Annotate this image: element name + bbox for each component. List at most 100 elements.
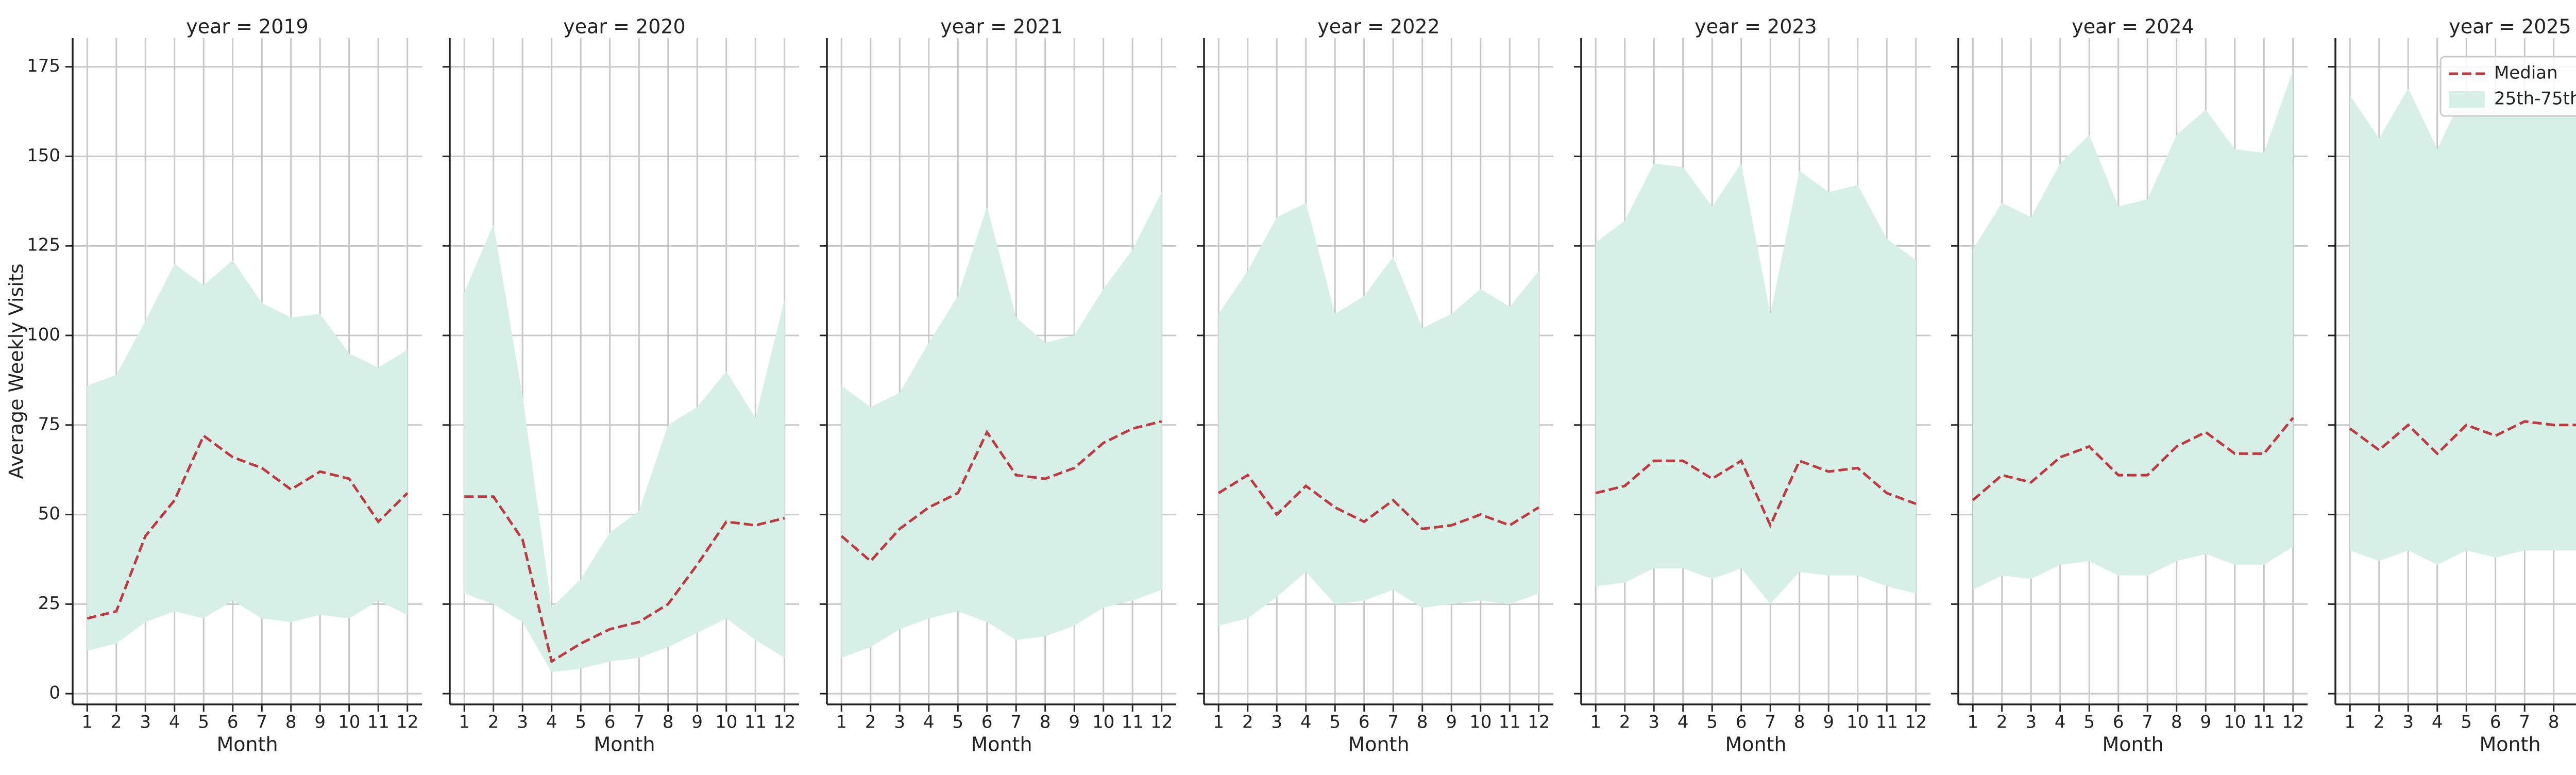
x-tick-label: 1 [459, 712, 470, 733]
x-tick-label: 7 [2142, 712, 2153, 733]
x-tick-label: 2 [111, 712, 122, 733]
x-tick-label: 6 [1359, 712, 1370, 733]
x-tick-label: 1 [1590, 712, 1601, 733]
x-tick-label: 2 [2374, 712, 2385, 733]
median-line [840, 420, 1162, 563]
x-axis-label: Month [1348, 733, 1409, 756]
x-tick-label: 8 [2548, 712, 2560, 733]
x-tick-label: 7 [1010, 712, 1022, 733]
x-tick-label: 12 [396, 712, 418, 733]
x-tick-label: 7 [256, 712, 267, 733]
percentile-band [1973, 70, 2293, 590]
x-axis-label: Month [971, 733, 1032, 756]
x-axis-label: Month [594, 733, 655, 756]
percentile-band [841, 192, 1162, 658]
x-tick-label: 1 [1213, 712, 1224, 733]
x-axis-label: Month [2102, 733, 2163, 756]
x-tick-label: 2 [1242, 712, 1253, 733]
x-tick-label: 1 [2344, 712, 2355, 733]
x-tick-label: 3 [2025, 712, 2037, 733]
x-tick-label: 2 [1996, 712, 2008, 733]
x-tick-label: 10 [1469, 712, 1492, 733]
x-tick-label: 1 [81, 712, 93, 733]
x-tick-label: 2 [1619, 712, 1631, 733]
x-tick-label: 11 [367, 712, 389, 733]
panel-title: year = 2019 [186, 15, 308, 38]
y-tick-label: 125 [27, 235, 60, 256]
median-line [1595, 459, 1917, 529]
x-tick-label: 10 [1846, 712, 1869, 733]
x-tick-label: 5 [2083, 712, 2095, 733]
x-axis-label: Month [216, 733, 278, 756]
x-axis-label: Month [2479, 733, 2540, 756]
x-tick-label: 11 [1876, 712, 1898, 733]
panel-title: year = 2021 [940, 15, 1062, 38]
x-tick-label: 3 [894, 712, 905, 733]
x-tick-label: 8 [2171, 712, 2182, 733]
x-tick-label: 7 [2519, 712, 2530, 733]
x-tick-label: 3 [517, 712, 528, 733]
x-tick-label: 9 [691, 712, 703, 733]
x-tick-label: 6 [1736, 712, 1747, 733]
x-tick-label: 9 [1069, 712, 1080, 733]
y-tick-label: 175 [27, 56, 60, 76]
legend-label: Median [2494, 63, 2558, 83]
y-tick-label: 100 [27, 324, 60, 345]
panel-title: year = 2025 [2449, 15, 2571, 38]
x-tick-label: 5 [1706, 712, 1718, 733]
y-tick-label: 50 [38, 503, 60, 524]
median-line [87, 433, 409, 620]
x-tick-label: 5 [2461, 712, 2472, 733]
x-tick-label: 6 [2113, 712, 2124, 733]
x-tick-label: 4 [1677, 712, 1689, 733]
y-tick-label: 75 [38, 414, 60, 434]
x-tick-label: 6 [604, 712, 616, 733]
x-tick-label: 10 [2224, 712, 2246, 733]
x-tick-label: 12 [773, 712, 795, 733]
x-tick-label: 12 [1150, 712, 1173, 733]
legend-label: 25th-75th Percentile [2494, 89, 2576, 109]
percentile-band [87, 260, 408, 651]
x-tick-label: 5 [575, 712, 586, 733]
y-tick-label: 150 [27, 145, 60, 166]
x-tick-label: 10 [1092, 712, 1114, 733]
y-tick-label: 0 [49, 683, 60, 703]
x-tick-label: 3 [1271, 712, 1282, 733]
x-tick-label: 8 [1417, 712, 1428, 733]
x-tick-label: 4 [2055, 712, 2066, 733]
x-tick-label: 8 [1794, 712, 1805, 733]
median-line [2349, 420, 2576, 456]
x-tick-label: 6 [2490, 712, 2501, 733]
x-tick-label: 5 [198, 712, 209, 733]
x-tick-label: 3 [2402, 712, 2414, 733]
x-tick-label: 6 [981, 712, 993, 733]
x-tick-label: 4 [1300, 712, 1312, 733]
x-tick-label: 11 [744, 712, 767, 733]
x-tick-label: 5 [1329, 712, 1341, 733]
x-tick-label: 7 [1765, 712, 1776, 733]
x-tick-label: 4 [923, 712, 935, 733]
x-tick-label: 8 [663, 712, 674, 733]
panel-title: year = 2023 [1694, 15, 1817, 38]
x-tick-label: 12 [1905, 712, 1927, 733]
x-tick-label: 12 [1528, 712, 1550, 733]
x-tick-label: 1 [836, 712, 847, 733]
percentile-band [2350, 88, 2576, 565]
x-tick-label: 1 [1967, 712, 1978, 733]
x-tick-label: 3 [1648, 712, 1659, 733]
x-tick-label: 10 [715, 712, 737, 733]
x-tick-label: 9 [314, 712, 326, 733]
panel-title: year = 2020 [563, 15, 685, 38]
percentile-band [1596, 163, 1916, 604]
x-tick-label: 2 [488, 712, 499, 733]
x-tick-label: 4 [546, 712, 557, 733]
median-line [1972, 417, 2294, 501]
x-tick-label: 6 [227, 712, 239, 733]
x-tick-label: 8 [285, 712, 297, 733]
y-axis-label: Average Weekly Visits [5, 263, 28, 479]
x-tick-label: 9 [1446, 712, 1457, 733]
x-tick-label: 2 [865, 712, 876, 733]
x-tick-label: 10 [338, 712, 360, 733]
panel-title: year = 2024 [2072, 15, 2194, 38]
